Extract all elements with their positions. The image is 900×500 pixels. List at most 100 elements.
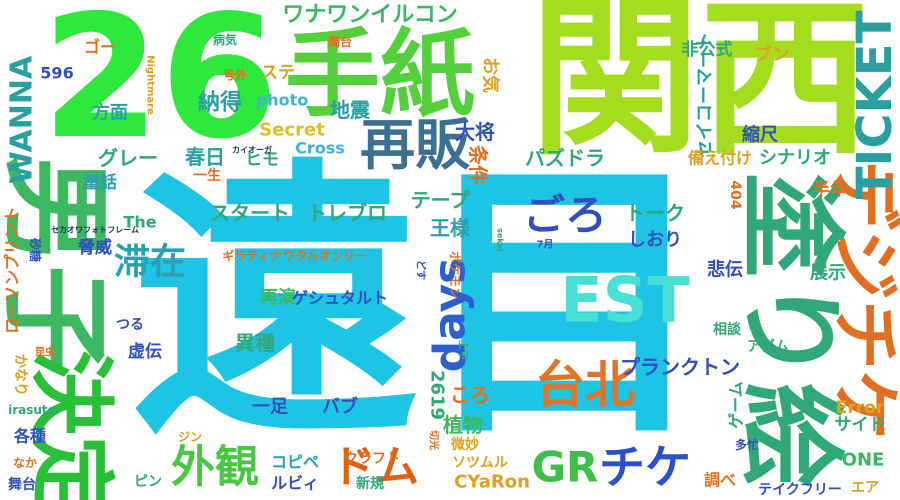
word: 上下 bbox=[457, 340, 470, 360]
word: 非公式 bbox=[682, 39, 733, 60]
word: ステ bbox=[261, 63, 295, 83]
word: 遠目 bbox=[130, 137, 710, 474]
word: 縮尺 bbox=[742, 124, 778, 146]
word: 童話 bbox=[83, 172, 117, 193]
word: ポケモン bbox=[448, 251, 463, 299]
word: Secret bbox=[259, 120, 325, 141]
word: バブ bbox=[322, 396, 358, 418]
word: 地震 bbox=[330, 98, 371, 122]
word: プランクトン bbox=[620, 355, 740, 379]
word: 微妙 bbox=[450, 436, 479, 453]
word: チケ bbox=[599, 440, 691, 494]
word: 悲伝 bbox=[707, 259, 743, 281]
word: 一生 bbox=[193, 167, 221, 184]
word: 病気 bbox=[213, 32, 237, 47]
word: 大将 bbox=[455, 120, 495, 144]
word: ブン bbox=[755, 44, 789, 65]
word: 決定 bbox=[21, 350, 120, 500]
word: セイコーマート bbox=[695, 32, 716, 158]
word: GR bbox=[532, 443, 599, 492]
word: 596 bbox=[40, 64, 73, 83]
word: 王様 bbox=[430, 216, 471, 240]
word: つる bbox=[116, 317, 144, 333]
word: 春日 bbox=[184, 145, 225, 169]
word: 号外 bbox=[223, 67, 247, 82]
word: ころ bbox=[450, 383, 490, 407]
word: 脅威 bbox=[77, 237, 112, 258]
word: 塗り絵 bbox=[729, 172, 851, 487]
word: 新規 bbox=[356, 475, 384, 492]
word: テープ bbox=[411, 188, 471, 212]
word: 再演 bbox=[260, 287, 296, 309]
word: photo bbox=[256, 91, 308, 110]
word: エア bbox=[851, 480, 879, 496]
word: Error bbox=[836, 398, 885, 418]
word: 納得 bbox=[198, 90, 242, 116]
word: 昆虫 bbox=[35, 346, 55, 359]
word: Nightmare bbox=[145, 55, 156, 115]
word: 関西 bbox=[530, 0, 870, 179]
word: 各種 bbox=[13, 427, 46, 446]
word: 相談 bbox=[713, 321, 742, 338]
word: 男子 bbox=[0, 155, 119, 375]
word: 滞在 bbox=[114, 242, 186, 283]
word: ONE bbox=[842, 450, 885, 471]
word: sekai bbox=[496, 228, 505, 252]
word: 備え付け bbox=[688, 149, 752, 168]
word: 7月 bbox=[537, 239, 554, 251]
word: 26 bbox=[42, 0, 279, 177]
word: ドム bbox=[331, 442, 419, 493]
word: 異種 bbox=[235, 331, 275, 355]
word: ごろ bbox=[523, 191, 607, 240]
word: 一足 bbox=[252, 397, 288, 418]
word: 外観 bbox=[171, 442, 259, 493]
word: クラフト bbox=[344, 451, 400, 467]
word: かなり bbox=[12, 354, 28, 396]
word: 展示 bbox=[810, 263, 846, 284]
word: 半年 bbox=[813, 179, 847, 200]
word: 虚伝 bbox=[128, 341, 162, 362]
word: グレー bbox=[98, 146, 158, 170]
word: ルビィ bbox=[271, 474, 319, 493]
word: 植物 bbox=[443, 413, 483, 437]
word: ローソンプリント bbox=[3, 206, 22, 334]
word: WANNA bbox=[5, 55, 40, 184]
word: days bbox=[425, 258, 476, 373]
word: パズドラ bbox=[525, 146, 605, 170]
word: なか bbox=[13, 456, 37, 470]
word: CYaRon bbox=[454, 472, 530, 493]
word: ワナワンイルコン bbox=[282, 3, 458, 28]
word: The bbox=[123, 213, 156, 232]
word: カイオーガ bbox=[232, 145, 272, 155]
word: コピペ bbox=[271, 453, 319, 472]
word: 404 bbox=[727, 180, 743, 209]
word: 調べ bbox=[704, 471, 736, 490]
word: ワタルオンリー bbox=[283, 249, 367, 263]
word: 再販 bbox=[360, 113, 471, 177]
word: ソツムル bbox=[452, 455, 508, 471]
word: 切光 bbox=[428, 430, 441, 450]
word: 手紙 bbox=[285, 20, 475, 130]
word: シナリオ bbox=[759, 148, 831, 169]
word: 方面 bbox=[92, 102, 128, 124]
word: テイクフリー bbox=[758, 482, 842, 498]
word: ゴー bbox=[84, 38, 116, 57]
word: irasuto bbox=[8, 403, 56, 417]
word: スタート bbox=[210, 201, 290, 225]
word: アダム bbox=[747, 338, 789, 355]
word: ゲーム bbox=[727, 381, 746, 429]
word: ジン bbox=[178, 430, 202, 444]
word: 多忙 bbox=[735, 437, 759, 452]
word: セカオワフォトフレーム bbox=[51, 226, 139, 235]
word: 台北 bbox=[535, 356, 635, 414]
word: しおり bbox=[628, 230, 682, 251]
word: EST bbox=[560, 264, 689, 337]
word: 舞台 bbox=[8, 476, 36, 493]
word: 2619 bbox=[427, 370, 448, 420]
word: お気 bbox=[480, 57, 502, 93]
word: どす bbox=[415, 260, 428, 280]
word: ヒモ bbox=[245, 150, 279, 170]
word: 砂糖 bbox=[28, 237, 43, 262]
word: トレブロ bbox=[307, 201, 387, 225]
word: サイド bbox=[835, 415, 886, 435]
